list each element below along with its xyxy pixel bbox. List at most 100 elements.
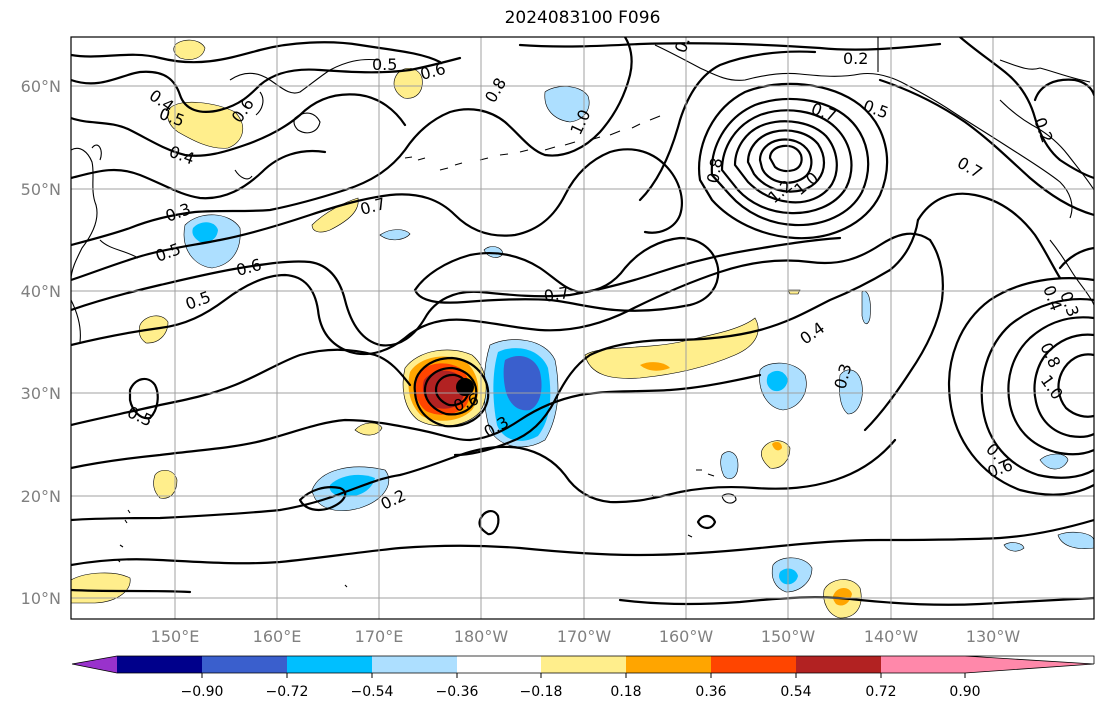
- contour-line: [71, 232, 932, 356]
- shade-positive-mid: [772, 441, 782, 451]
- coastline-usa: [1049, 239, 1094, 306]
- contour-lines: [71, 37, 1094, 606]
- colorbar-tick-label: 0.18: [610, 684, 641, 700]
- shade-positive-mid: [640, 362, 670, 371]
- contour-line: [1007, 316, 1094, 456]
- contour-line: [720, 109, 853, 215]
- colorbar-tick-label: 0.72: [865, 684, 896, 700]
- contour-label: 0.3: [1056, 289, 1083, 319]
- shade-negative-strong: [192, 222, 218, 243]
- contour-line: [1058, 246, 1094, 270]
- shade-positive: [761, 440, 791, 469]
- coastlines: [71, 37, 1094, 588]
- contour-label: 0.7: [954, 153, 986, 182]
- colorbar-segment: [541, 656, 626, 673]
- map-frame: [70, 36, 1095, 620]
- lat-tick-label: 20°N: [21, 487, 61, 506]
- colorbar-tick-label: −0.18: [520, 684, 563, 700]
- contour-line: [413, 236, 720, 312]
- contour-label: 0.6: [418, 59, 448, 84]
- shade-negative: [1057, 531, 1094, 549]
- coastline-aleutians: [404, 115, 661, 171]
- colorbar-tick-label: −0.72: [266, 684, 309, 700]
- contour-line: [768, 144, 803, 173]
- coastline-islands: [117, 494, 693, 588]
- shade-positive: [354, 422, 383, 436]
- contour-line: [71, 438, 897, 522]
- coastline-alaska: [654, 44, 1073, 219]
- lon-tick-label: 150°E: [151, 627, 200, 646]
- contour-line: [71, 588, 1094, 606]
- contour-line: [916, 192, 1062, 280]
- colorbar-segment: [117, 656, 202, 673]
- colorbar-tick-label: −0.36: [436, 684, 479, 700]
- contour-line: [698, 82, 889, 240]
- contour-label: 0.5: [372, 55, 397, 74]
- contour-line: [980, 298, 1094, 479]
- contour-label: 0.8: [703, 156, 726, 184]
- map-title: 2024083100 F096: [504, 8, 661, 28]
- shade-positive-mid: [832, 588, 852, 606]
- shade-positive: [153, 470, 178, 499]
- lon-tick-label: 170°W: [557, 627, 612, 646]
- colorbar-segment: [372, 656, 457, 673]
- contour-label: 0.4: [796, 318, 828, 348]
- lon-tick-label: 170°E: [355, 627, 404, 646]
- contour-label: 0.7: [809, 99, 839, 126]
- contour-line: [71, 37, 633, 247]
- contour-labels: 0.2 0.4 0.5 0.6 0.6 0.8 1.0 0.4 0.5 0.6 …: [124, 37, 1083, 514]
- lon-tick-label: 180°W: [454, 627, 509, 646]
- contour-line: [948, 277, 1094, 496]
- colorbar-segment: [457, 656, 541, 673]
- lat-tick-label: 40°N: [21, 282, 61, 301]
- contour-label: 0.4: [167, 142, 197, 169]
- contour-line: [878, 78, 1094, 217]
- shade-negative: [1039, 453, 1069, 470]
- coastline-hawaii: [696, 469, 737, 504]
- contour-line: [71, 518, 1094, 567]
- contour-line: [453, 218, 920, 457]
- contour-line: [128, 377, 159, 420]
- shade-positive-core: [422, 370, 465, 409]
- contour-line: [733, 120, 838, 204]
- shade-negative-core: [503, 356, 542, 411]
- lon-tick-label: 160°W: [659, 627, 714, 646]
- shade-negative: [1003, 542, 1025, 552]
- contour-line: [863, 238, 944, 432]
- contour-label: 0.8: [1036, 340, 1064, 371]
- colorbar-tick-label: 0.36: [695, 684, 726, 700]
- contour-line: [696, 514, 717, 530]
- map-panel: 0.2 0.4 0.5 0.6 0.6 0.8 1.0 0.4 0.5 0.6 …: [71, 37, 1094, 619]
- colorbar-segment: [287, 656, 372, 673]
- coastline-asia: [71, 144, 139, 343]
- coastline-kamchatka: [229, 58, 379, 180]
- colorbar-segment: [881, 656, 965, 673]
- lon-tick-label: 150°W: [761, 627, 816, 646]
- shade-negative: [838, 369, 863, 415]
- shade-positive: [393, 67, 423, 99]
- contour-label: 1.0: [790, 168, 822, 199]
- lat-axis: 60°N 50°N 40°N 30°N 20°N 10°N: [21, 77, 61, 608]
- border-inner: [999, 59, 1091, 83]
- contour-line: [71, 348, 412, 427]
- lon-axis: 150°E 160°E 170°E 180°W 170°W 160°W 150°…: [151, 627, 1021, 646]
- contour-label: 0.6: [234, 255, 264, 280]
- contour-line: [758, 138, 813, 184]
- contour-line: [71, 41, 942, 64]
- lon-tick-label: 140°W: [864, 627, 919, 646]
- colorbar-segment: [711, 656, 796, 673]
- shade-positive: [173, 39, 206, 60]
- shade-negative: [861, 290, 871, 325]
- contour-line: [958, 37, 1094, 180]
- lon-tick-label: 130°W: [966, 627, 1021, 646]
- colorbar-tick-label: −0.90: [181, 684, 224, 700]
- contour-label: 0.7: [542, 283, 570, 306]
- colorbar-tick-label: −0.54: [351, 684, 394, 700]
- lon-tick-label: 160°E: [253, 627, 302, 646]
- shade-negative-strong: [766, 370, 788, 392]
- colorbar-segment: [965, 656, 1094, 673]
- contour-line: [71, 149, 327, 200]
- contour-label: 0.7: [358, 194, 388, 219]
- contour-label: 0.5: [861, 96, 891, 123]
- lat-tick-label: 10°N: [21, 589, 61, 608]
